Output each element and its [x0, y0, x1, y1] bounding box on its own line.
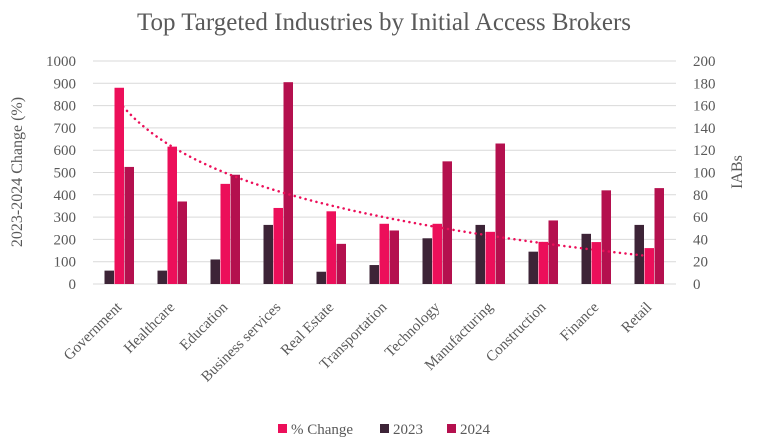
- legend-item-2023-swatch: [380, 424, 389, 433]
- bar--change: [114, 87, 124, 284]
- bar-2024: [654, 188, 664, 284]
- bar--change: [273, 207, 283, 284]
- bar--change: [167, 146, 177, 284]
- y2-tick-label: 60: [693, 210, 708, 226]
- left-axis-ticks: 0 100 200 300 400 500 600 700 800 900 1000: [46, 54, 76, 293]
- y-tick-label: 800: [54, 99, 77, 115]
- bar-2024: [336, 243, 346, 284]
- bar-2023: [369, 265, 379, 284]
- bar-2024: [283, 82, 293, 284]
- y2-tick-label: 40: [693, 232, 708, 248]
- bar-2023: [422, 238, 432, 284]
- bar-2023: [210, 259, 220, 284]
- x-tick-label: Retail: [619, 300, 656, 337]
- y-tick-label: 500: [54, 166, 77, 182]
- bar--change: [326, 211, 336, 284]
- y2-tick-label: 20: [693, 255, 708, 271]
- y2-tick-label: 0: [693, 277, 701, 293]
- bar-2024: [177, 201, 187, 284]
- y2-tick-label: 140: [693, 121, 716, 137]
- bar--change: [538, 241, 548, 284]
- y-tick-label: 100: [54, 255, 77, 271]
- y-tick-label: 300: [54, 210, 77, 226]
- y2-tick-label: 80: [693, 188, 708, 204]
- bar-2023: [316, 271, 326, 284]
- bar--change: [485, 231, 495, 284]
- bar-2023: [104, 270, 114, 284]
- y-tick-label: 400: [54, 188, 77, 204]
- y2-tick-label: 100: [693, 166, 716, 182]
- bar-2023: [634, 224, 644, 284]
- bar-2024: [442, 161, 452, 284]
- x-tick-label: Healthcare: [121, 299, 178, 356]
- y2-tick-label: 200: [693, 54, 716, 70]
- bar-2024: [495, 143, 505, 284]
- bar-2024: [601, 190, 611, 284]
- bar-2024: [548, 220, 558, 284]
- chart-title: Top Targeted Industries by Initial Acces…: [137, 9, 631, 36]
- legend-item-2024-label: 2024: [460, 422, 491, 438]
- bar--change: [591, 242, 601, 284]
- bar--change: [644, 248, 654, 284]
- bar-2024: [230, 174, 240, 284]
- bar-2023: [263, 224, 273, 284]
- bar--change: [379, 223, 389, 284]
- bar--change: [432, 223, 442, 284]
- bars: [104, 82, 664, 284]
- bar-2023: [528, 251, 538, 284]
- legend: % Change 2023 2024: [278, 422, 491, 438]
- y-tick-label: 1000: [46, 54, 76, 70]
- legend-item-pct-change-label: % Change: [291, 422, 353, 438]
- y2-tick-label: 160: [693, 99, 716, 115]
- bar-2024: [389, 230, 399, 284]
- legend-item-pct-change-swatch: [278, 424, 287, 433]
- legend-item-2023-label: 2023: [393, 422, 423, 438]
- x-tick-label: Finance: [557, 299, 602, 344]
- gridlines: [93, 60, 676, 285]
- y-tick-label: 600: [54, 143, 77, 159]
- legend-item-2024-swatch: [447, 424, 456, 433]
- y-tick-label: 700: [54, 121, 77, 137]
- bar-2023: [157, 270, 167, 284]
- bar-2023: [475, 224, 485, 284]
- right-axis-ticks: 0 20 40 60 80 100 120 140 160 180 200: [693, 54, 716, 293]
- y-tick-label: 200: [54, 232, 77, 248]
- x-tick-label: Government: [61, 299, 126, 364]
- y-tick-label: 0: [69, 277, 77, 293]
- y2-axis-label: IABs: [729, 155, 746, 189]
- x-tick-label: Education: [177, 299, 232, 354]
- y2-tick-label: 180: [693, 76, 716, 92]
- bar-2023: [581, 233, 591, 284]
- bar-2024: [124, 166, 134, 284]
- y-axis-label: 2023-2024 Change (%): [9, 97, 26, 247]
- y2-tick-label: 120: [693, 143, 716, 159]
- bar--change: [220, 183, 230, 284]
- y-tick-label: 900: [54, 76, 77, 92]
